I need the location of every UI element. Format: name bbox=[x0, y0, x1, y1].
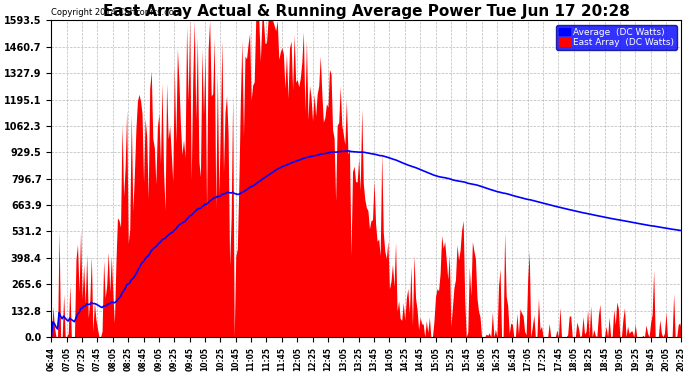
Title: East Array Actual & Running Average Power Tue Jun 17 20:28: East Array Actual & Running Average Powe… bbox=[103, 4, 630, 19]
Legend: Average  (DC Watts), East Array  (DC Watts): Average (DC Watts), East Array (DC Watts… bbox=[556, 25, 677, 50]
Text: Copyright 2014 Cartronics.com: Copyright 2014 Cartronics.com bbox=[51, 8, 182, 17]
